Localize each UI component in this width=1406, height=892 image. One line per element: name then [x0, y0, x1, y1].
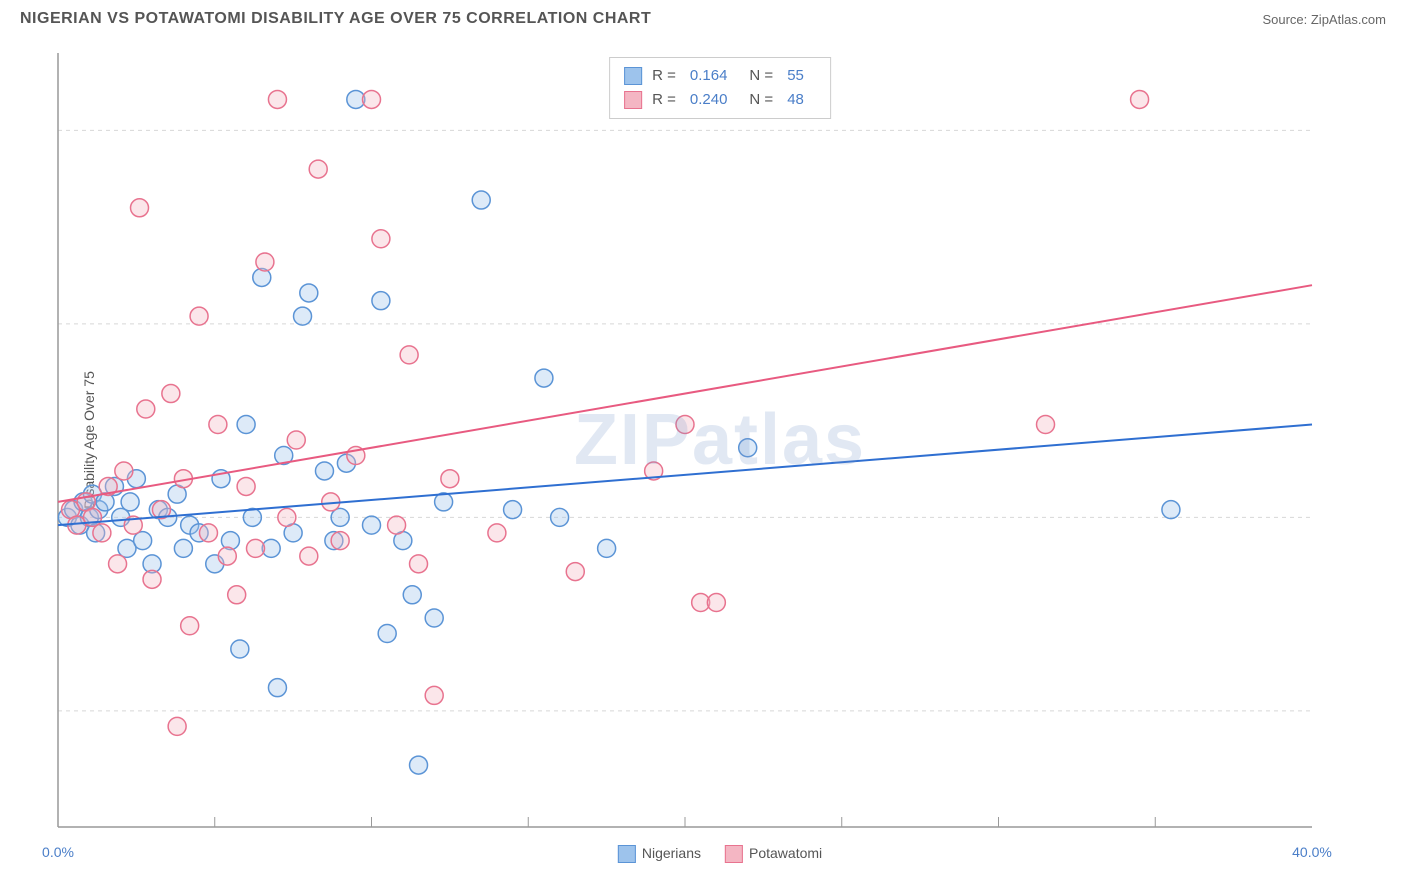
r-value: 0.164: [690, 64, 728, 88]
legend-label: Potawatomi: [749, 845, 822, 861]
series-legend: Nigerians Potawatomi: [618, 845, 822, 863]
n-value: 48: [787, 88, 804, 112]
n-label: N =: [749, 88, 773, 112]
n-label: N =: [749, 64, 773, 88]
correlation-stats-box: R = 0.164 N = 55 R = 0.240 N = 48: [609, 57, 831, 119]
n-value: 55: [787, 64, 804, 88]
legend-label: Nigerians: [642, 845, 701, 861]
source-value: ZipAtlas.com: [1311, 12, 1386, 27]
stats-swatch: [624, 67, 642, 85]
r-label: R =: [652, 64, 676, 88]
x-tick-label: 0.0%: [42, 844, 74, 860]
stats-row: R = 0.164 N = 55: [624, 64, 816, 88]
legend-swatch: [725, 845, 743, 863]
legend-swatch: [618, 845, 636, 863]
chart-title: NIGERIAN VS POTAWATOMI DISABILITY AGE OV…: [20, 10, 651, 28]
r-value: 0.240: [690, 88, 728, 112]
source-attribution: Source: ZipAtlas.com: [1262, 12, 1386, 27]
chart-container: Disability Age Over 75 ZIPatlas R =0.164…: [50, 45, 1390, 835]
x-tick-label: 40.0%: [1292, 844, 1332, 860]
r-label: R =: [652, 88, 676, 112]
stats-swatch: [624, 91, 642, 109]
legend-item: Nigerians: [618, 845, 701, 863]
source-label: Source:: [1262, 12, 1310, 27]
stats-row: R = 0.240 N = 48: [624, 88, 816, 112]
scatter-chart: [50, 45, 1320, 835]
legend-item: Potawatomi: [725, 845, 822, 863]
